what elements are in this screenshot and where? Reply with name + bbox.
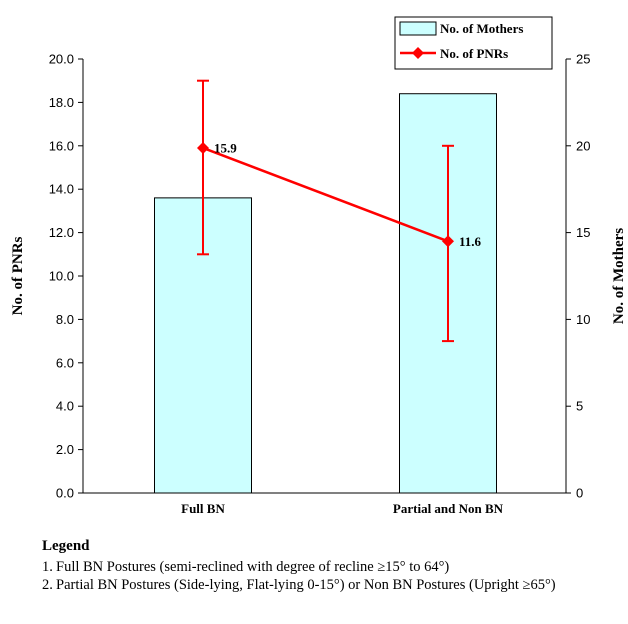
legend-frame	[394, 16, 553, 70]
y-left-axis-title: No. of PNRs	[10, 236, 26, 315]
y-left-tick-label: 0.0	[56, 486, 74, 501]
combo-chart: 0.02.04.06.08.010.012.014.016.018.020.0 …	[10, 16, 627, 516]
y-left-tick-label: 10.0	[49, 269, 74, 284]
y-left-tick-label: 16.0	[49, 138, 74, 153]
y-left-tick-label: 2.0	[56, 442, 74, 457]
point-pnrs-1	[442, 235, 454, 248]
left-tick-group: 0.0 2.0 4.0 6.0 8.0 10.0 12.0 14.0 16.0 18.0 20.0	[49, 52, 83, 501]
y-right-tick-label: 5	[576, 399, 583, 414]
legend-note-2-number: 2.	[42, 577, 53, 593]
legend-label-pnrs: No. of PNRs	[440, 46, 508, 61]
right-tick-group: 0 5 10 15 20 25	[566, 52, 590, 501]
legend-note-1-text: Full BN Postures (semi-reclined with deg…	[56, 559, 450, 575]
legend-notes-heading: Legend	[42, 538, 90, 554]
y-right-tick-label: 0	[576, 486, 583, 501]
y-left-tick-label: 18.0	[49, 95, 74, 110]
y-left-tick-label: 6.0	[56, 355, 74, 370]
legend-swatch-mothers	[399, 21, 437, 36]
y-right-tick-label: 25	[576, 52, 590, 67]
legend-note-1: 1. Full BN Postures (semi-reclined with …	[42, 558, 612, 576]
line-layer: 15.9 11.6	[197, 79, 482, 343]
y-left-tick-label: 8.0	[56, 312, 74, 327]
y-right-tick-label: 10	[576, 312, 590, 327]
y-left-tick-label: 12.0	[49, 225, 74, 240]
line-pnrs	[202, 146, 449, 243]
data-label-pnrs-1: 11.6	[459, 234, 482, 249]
y-left-tick-label: 20.0	[49, 52, 74, 67]
legend-note-1-number: 1.	[42, 559, 53, 575]
legend-notes: Legend 1. Full BN Postures (semi-recline…	[42, 538, 612, 594]
legend-label-mothers: No. of Mothers	[440, 21, 523, 36]
legend-box: No. of Mothers No. of PNRs	[394, 16, 553, 70]
bars-layer	[154, 93, 497, 494]
x-tick-label-full-bn: Full BN	[181, 501, 225, 516]
data-label-pnrs-0: 15.9	[214, 140, 237, 155]
legend-marker-pnrs	[412, 47, 424, 59]
point-pnrs-0	[197, 141, 209, 154]
legend-note-2: 2. Partial BN Postures (Side-lying, Flat…	[42, 576, 612, 594]
y-right-tick-label: 20	[576, 138, 590, 153]
y-right-axis-title: No. of Mothers	[611, 228, 627, 324]
y-left-tick-label: 14.0	[49, 182, 74, 197]
y-left-tick-label: 4.0	[56, 399, 74, 414]
y-right-tick-label: 15	[576, 225, 590, 240]
x-tick-label-partial-non-bn: Partial and Non BN	[393, 501, 504, 516]
legend-note-2-text: Partial BN Postures (Side-lying, Flat-ly…	[56, 577, 556, 593]
